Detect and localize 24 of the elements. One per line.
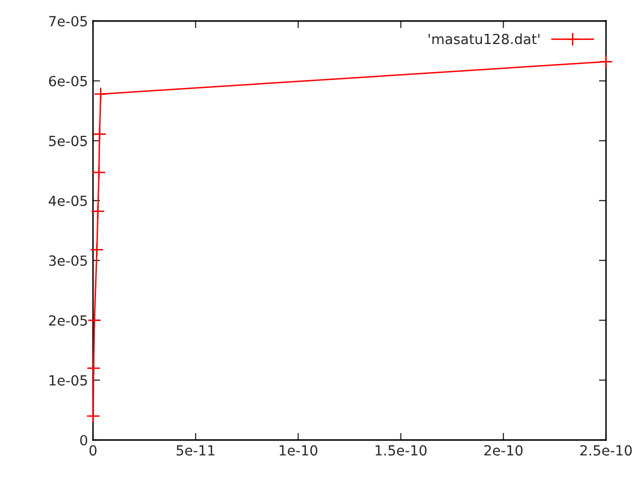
- y-tick-label: 7e-05: [49, 16, 87, 26]
- y-tick-label: 3e-05: [49, 255, 87, 266]
- point: [599, 54, 613, 69]
- y-tick-label: 1e-05: [50, 375, 87, 386]
- point: [94, 87, 108, 101]
- x-tick-label: 0: [89, 445, 96, 456]
- y-tick-label: 2e-05: [49, 315, 87, 326]
- point: [92, 165, 106, 180]
- y-tick-label: 5e-05: [49, 136, 87, 146]
- x-tick-label: 2.5e-10: [580, 445, 632, 456]
- x-tick-label: 2e-10: [484, 445, 523, 456]
- point: [86, 361, 101, 376]
- x-tick-label: 5e-11: [176, 445, 214, 456]
- point: [92, 127, 107, 142]
- x-tick-label: 1.5e-10: [376, 445, 427, 456]
- y-tick-label: 6e-05: [49, 76, 87, 86]
- point: [90, 204, 105, 218]
- y-tick-label: 0: [80, 434, 88, 446]
- point: [86, 409, 100, 423]
- point: [90, 242, 104, 257]
- legend-label: 'masatu128.dat': [428, 34, 540, 44]
- point: [87, 313, 102, 328]
- y-tick-label: 4e-05: [48, 196, 87, 206]
- x-tick-label: 1e-10: [280, 445, 318, 456]
